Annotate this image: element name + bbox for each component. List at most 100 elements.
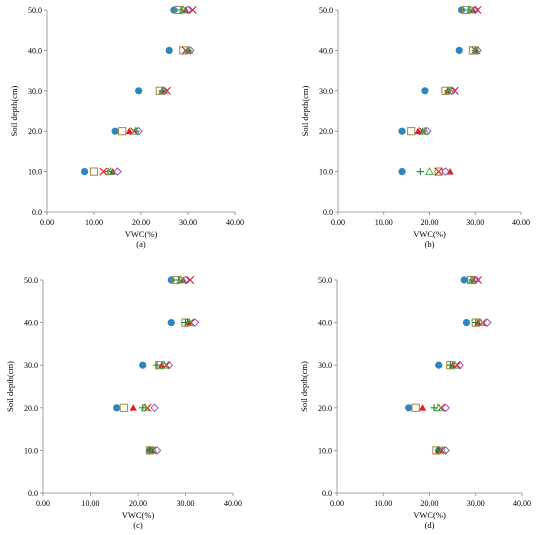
y-tick-label: 40.0 bbox=[28, 46, 42, 55]
data-point-triangle-filled bbox=[129, 404, 137, 411]
panel-a: 0.00 10.00 20.00 30.00 40.00 0.0 10.0 20.0 30.0 4… bbox=[9, 5, 244, 249]
data-point-triangle-open bbox=[176, 275, 186, 284]
data-point-diamond-open bbox=[181, 275, 190, 285]
y-tick-label: 20.0 bbox=[318, 404, 332, 413]
data-point-square-open bbox=[118, 127, 127, 136]
data-point-square-open bbox=[407, 127, 416, 136]
x-tick-label: 40.00 bbox=[224, 499, 242, 508]
x-tick-label: 40.00 bbox=[226, 218, 244, 227]
x-tick-label: 20.00 bbox=[421, 218, 439, 227]
data-point-triangle-open bbox=[471, 45, 481, 54]
data-point-diamond-open bbox=[483, 318, 492, 327]
y-tick-label: 20.0 bbox=[319, 127, 333, 136]
data-point-diamond-open bbox=[455, 360, 464, 370]
data-point-x bbox=[434, 167, 443, 176]
data-point-x bbox=[473, 6, 482, 14]
x-tick-label: 10.00 bbox=[85, 218, 103, 227]
data-point-diamond-open bbox=[150, 403, 159, 413]
data-point-diamond-open bbox=[183, 5, 193, 15]
x-tick-label: 0.00 bbox=[40, 218, 54, 227]
y-tick-label: 50.0 bbox=[28, 6, 42, 15]
data-point-plus bbox=[416, 168, 424, 176]
x-tick-label: 10.00 bbox=[375, 218, 393, 227]
data-point-triangle-open bbox=[434, 403, 444, 412]
data-point-x bbox=[99, 167, 108, 176]
y-tick-label: 20.0 bbox=[28, 127, 42, 136]
x-tick-label: 20.00 bbox=[421, 499, 439, 508]
y-tick-label: 30.0 bbox=[319, 87, 333, 96]
x-tick-label: 10.00 bbox=[82, 499, 100, 508]
data-point-circle-filled bbox=[170, 6, 178, 14]
y-tick-label: 0.0 bbox=[323, 208, 333, 217]
panel-label: (a) bbox=[136, 239, 146, 249]
y-tick-label: 40.0 bbox=[318, 319, 332, 328]
data-point-triangle-open bbox=[438, 445, 447, 454]
data-point-diamond-open bbox=[164, 360, 174, 370]
data-point-circle-filled bbox=[460, 276, 468, 284]
x-tick-label: 0.00 bbox=[330, 499, 344, 508]
x-tick-label: 0.00 bbox=[36, 499, 50, 508]
x-axis-label: VWC(%) bbox=[125, 229, 158, 239]
data-point-diamond-open bbox=[422, 126, 432, 136]
data-point-diamond-open bbox=[113, 167, 122, 176]
data-point-triangle-open bbox=[420, 126, 430, 135]
data-point-circle-filled bbox=[113, 404, 121, 412]
data-point-triangle-open bbox=[159, 86, 169, 95]
y-axis-label: Soil depth(cm) bbox=[5, 361, 15, 412]
data-point-square-open bbox=[89, 167, 99, 176]
panel-label: (b) bbox=[425, 239, 435, 249]
y-tick-label: 40.0 bbox=[24, 319, 38, 328]
data-point-circle-filled bbox=[457, 6, 466, 14]
x-tick-label: 40.00 bbox=[512, 218, 530, 227]
data-point-diamond-open bbox=[448, 86, 457, 96]
data-point-triangle-open bbox=[445, 86, 455, 95]
data-point-circle-filled bbox=[435, 361, 443, 369]
data-point-circle-filled bbox=[462, 319, 471, 327]
data-point-diamond-open bbox=[190, 318, 200, 327]
panel-label: (c) bbox=[133, 520, 143, 530]
data-point-circle-filled bbox=[165, 46, 173, 55]
data-point-plus bbox=[153, 361, 161, 369]
y-tick-label: 10.0 bbox=[24, 446, 38, 455]
y-tick-label: 10.0 bbox=[318, 446, 332, 455]
x-tick-label: 0.00 bbox=[331, 218, 345, 227]
y-axis-label: Soil depth(cm) bbox=[300, 85, 310, 136]
x-tick-label: 10.00 bbox=[374, 499, 392, 508]
data-point-triangle-open bbox=[140, 403, 150, 412]
x-tick-label: 20.00 bbox=[132, 218, 150, 227]
data-point-triangle-open bbox=[184, 45, 194, 54]
y-tick-label: 30.0 bbox=[318, 361, 332, 370]
data-point-x bbox=[186, 276, 195, 284]
data-point-circle-filled bbox=[421, 87, 429, 95]
data-point-circle-filled bbox=[398, 127, 406, 135]
panel-label: (d) bbox=[425, 520, 435, 530]
data-point-diamond-open bbox=[441, 167, 450, 176]
x-tick-label: 30.00 bbox=[466, 218, 484, 227]
data-point-triangle-open bbox=[475, 317, 485, 326]
data-point-triangle-open bbox=[184, 317, 194, 326]
y-tick-label: 0.0 bbox=[322, 489, 332, 498]
x-tick-label: 40.00 bbox=[513, 499, 531, 508]
data-point-triangle-open bbox=[425, 166, 434, 175]
x-axis-label: VWC(%) bbox=[122, 510, 155, 520]
data-point-triangle-filled bbox=[125, 127, 133, 135]
data-point-circle-filled bbox=[398, 168, 406, 176]
data-point-circle-filled bbox=[455, 46, 463, 55]
data-point-diamond-open bbox=[441, 403, 450, 413]
data-point-circle-filled bbox=[111, 127, 119, 135]
y-tick-label: 50.0 bbox=[319, 6, 333, 15]
data-point-circle-filled bbox=[135, 87, 143, 95]
data-point-triangle-open bbox=[148, 445, 158, 454]
data-point-triangle-open bbox=[130, 126, 140, 135]
data-point-triangle-filled bbox=[179, 276, 187, 283]
y-axis-label: Soil depth(cm) bbox=[9, 85, 19, 136]
data-point-triangle-open bbox=[466, 5, 476, 14]
y-tick-label: 20.0 bbox=[24, 404, 38, 413]
x-tick-label: 30.00 bbox=[467, 499, 485, 508]
y-tick-label: 0.0 bbox=[32, 208, 42, 217]
y-tick-label: 40.0 bbox=[319, 46, 333, 55]
x-tick-label: 30.00 bbox=[179, 218, 197, 227]
data-point-triangle-open bbox=[178, 5, 188, 14]
data-point-triangle-open bbox=[159, 360, 169, 369]
